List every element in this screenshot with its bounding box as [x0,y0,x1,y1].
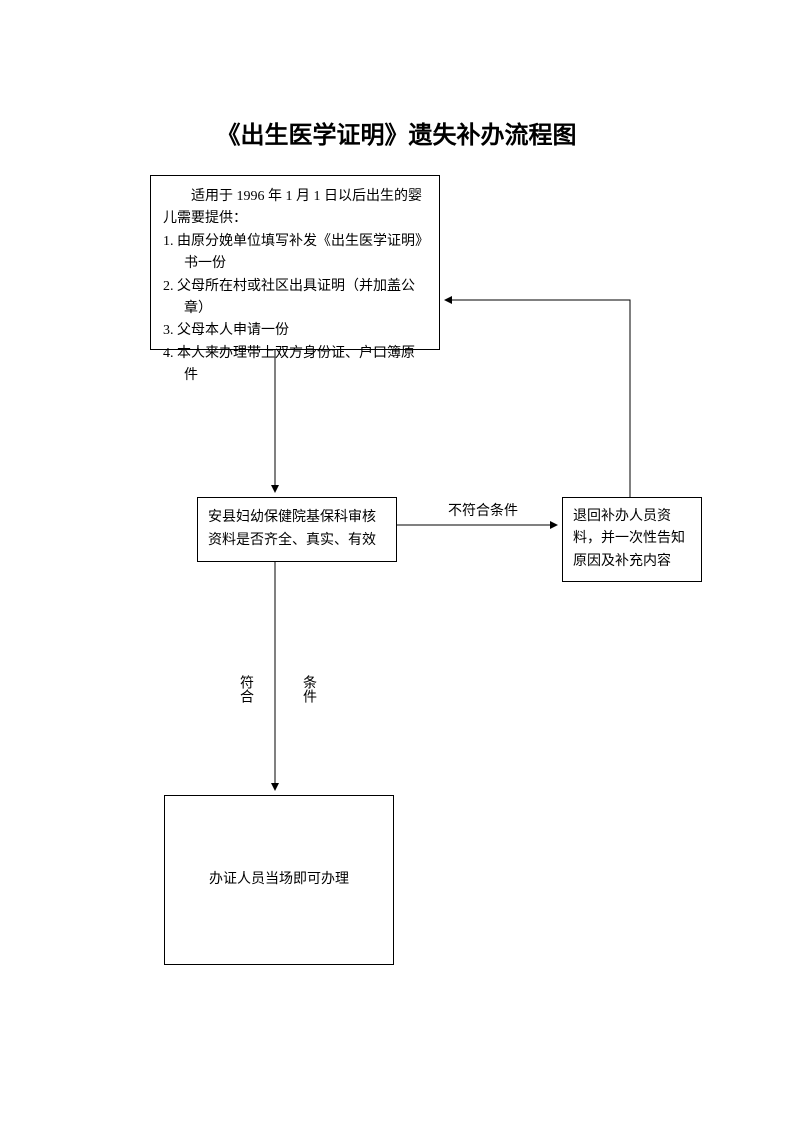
node-review: 安县妇幼保健院基保科审核资料是否齐全、真实、有效 [197,497,397,562]
requirements-item: 3. 父母本人申请一份 [163,320,427,342]
node-reject: 退回补办人员资料，并一次性告知原因及补充内容 [562,497,702,582]
edge-label-yes-2: 条件 [298,675,318,703]
edge-reject-to-req [445,300,630,497]
requirements-item: 4. 本人来办理带上双方身份证、户口簿原件 [163,343,427,388]
requirements-intro: 适用于 1996 年 1 月 1 日以后出生的婴儿需要提供： [163,186,427,231]
approve-text: 办证人员当场即可办理 [209,869,349,891]
edge-label-yes-1: 符合 [235,675,255,703]
review-text: 安县妇幼保健院基保科审核资料是否齐全、真实、有效 [208,507,386,552]
reject-text: 退回补办人员资料，并一次性告知原因及补充内容 [573,506,691,573]
node-requirements: 适用于 1996 年 1 月 1 日以后出生的婴儿需要提供： 1. 由原分娩单位… [150,175,440,350]
requirements-item: 2. 父母所在村或社区出具证明（并加盖公章） [163,276,427,321]
edge-label-no: 不符合条件 [448,500,518,520]
requirements-item: 1. 由原分娩单位填写补发《出生医学证明》书一份 [163,231,427,276]
node-approve: 办证人员当场即可办理 [164,795,394,965]
requirements-list: 1. 由原分娩单位填写补发《出生医学证明》书一份 2. 父母所在村或社区出具证明… [163,231,427,388]
page-title: 《出生医学证明》遗失补办流程图 [0,115,793,150]
